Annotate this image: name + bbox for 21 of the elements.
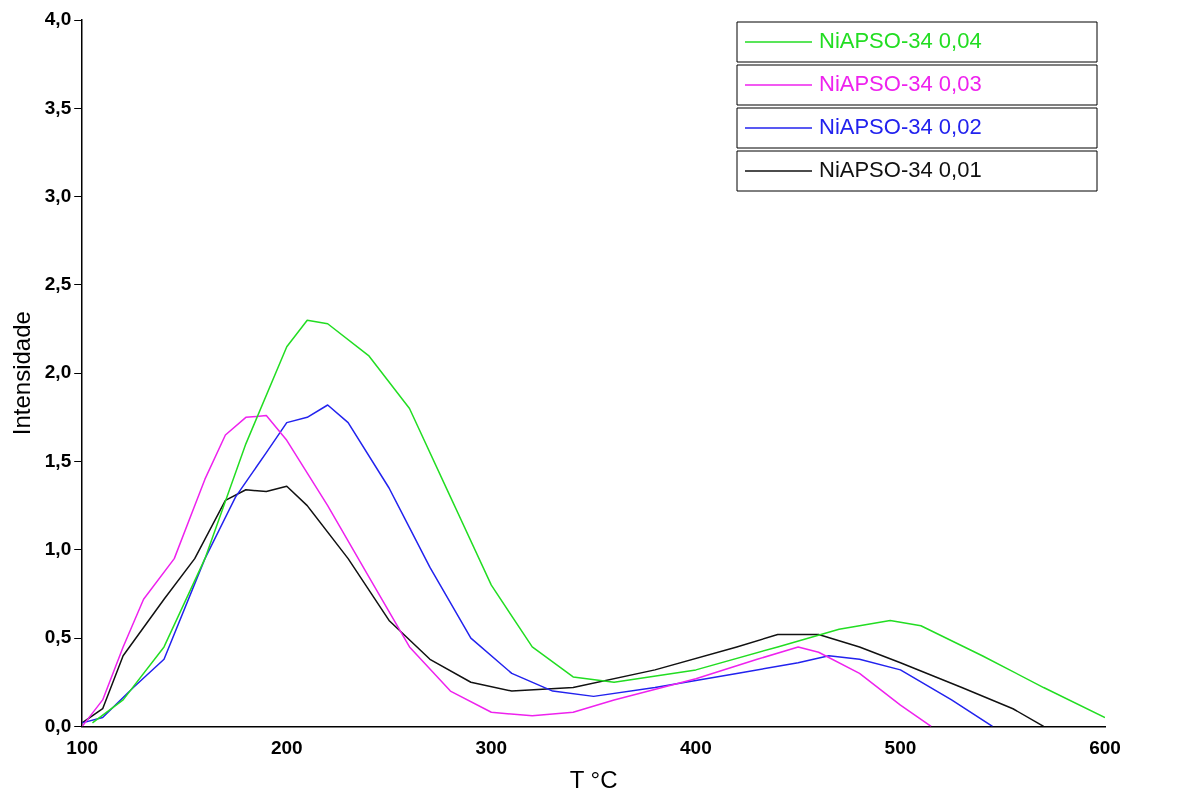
x-tick-label: 400 <box>680 737 712 759</box>
legend-label: NiAPSO-34 0,02 <box>819 114 982 140</box>
y-tick-label: 3,0 <box>44 184 72 206</box>
y-tick-label: 3,5 <box>44 96 72 118</box>
legend-label: NiAPSO-34 0,04 <box>819 28 982 54</box>
y-tick-label: 0,0 <box>44 714 72 736</box>
y-tick-label: 1,0 <box>44 538 72 560</box>
legend-label: NiAPSO-34 0,01 <box>819 157 982 183</box>
x-tick-label: 600 <box>1089 737 1121 759</box>
x-tick-label: 100 <box>66 737 99 759</box>
y-tick-label: 4,0 <box>44 8 72 30</box>
x-tick-label: 200 <box>270 737 303 759</box>
y-tick-label: 2,5 <box>44 273 72 295</box>
x-tick-label: 500 <box>884 737 917 759</box>
x-tick-label: 300 <box>475 737 508 759</box>
y-tick-label: 2,0 <box>44 361 72 383</box>
y-tick-label: 0,5 <box>44 626 72 648</box>
legend-label: NiAPSO-34 0,03 <box>819 71 982 97</box>
y-tick-label: 1,5 <box>44 449 72 471</box>
x-axis-title: T °C <box>569 766 618 794</box>
y-axis-title: Intensidade <box>8 311 36 436</box>
